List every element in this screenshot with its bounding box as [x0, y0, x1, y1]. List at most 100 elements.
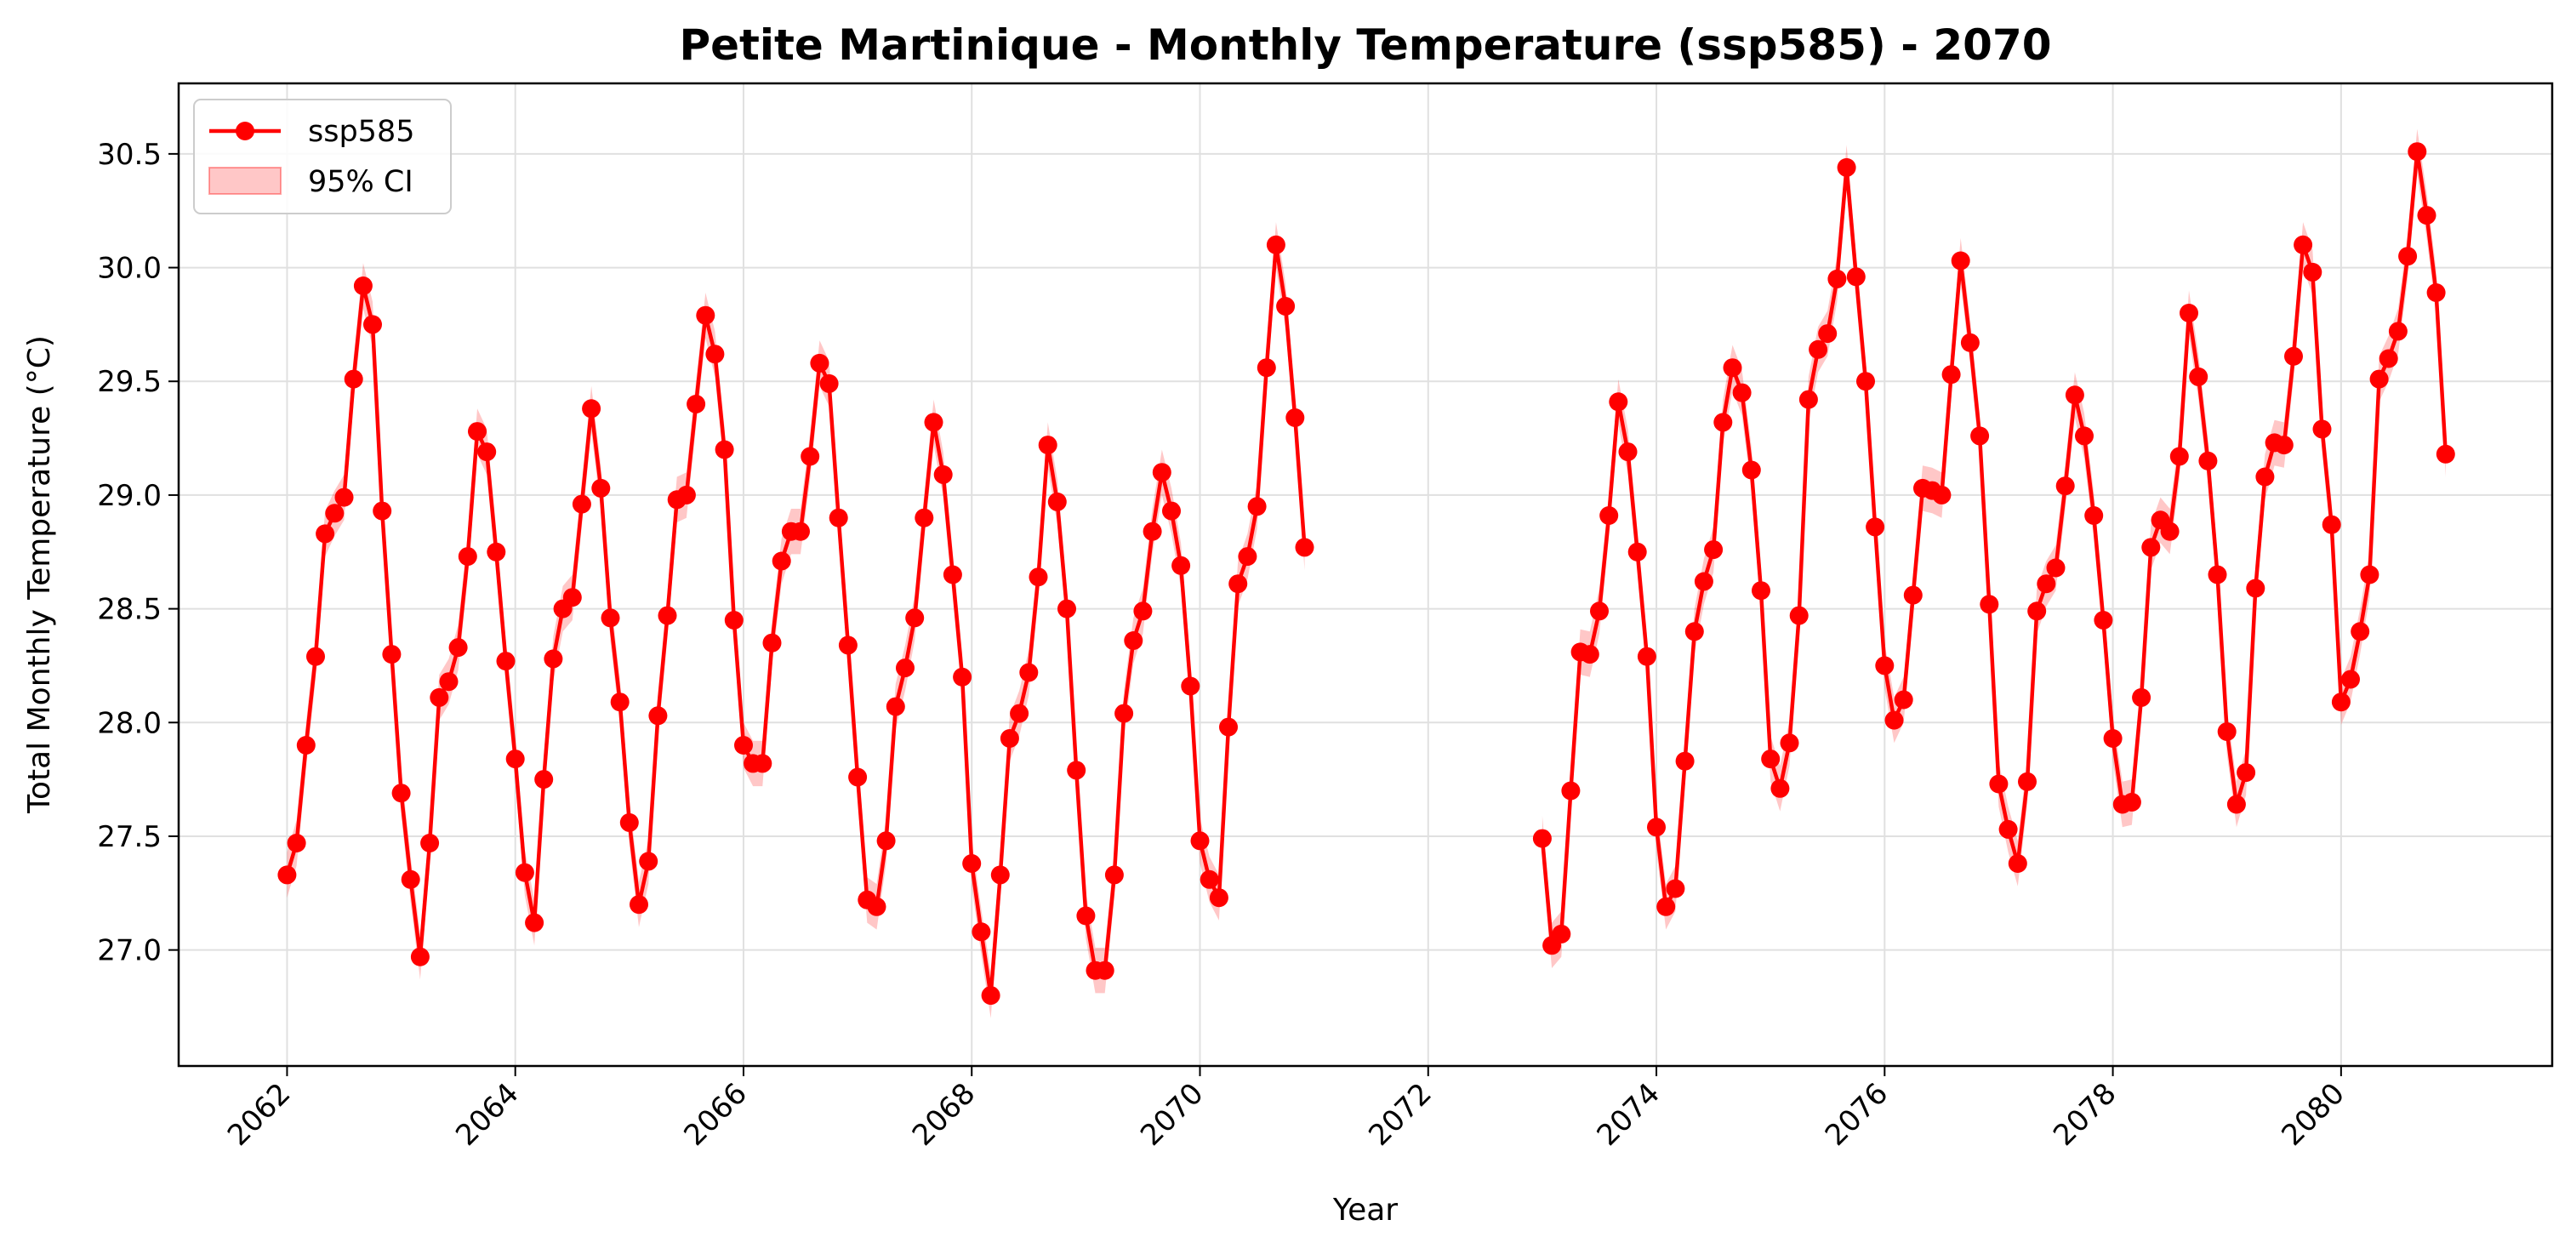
data-point	[2426, 283, 2446, 302]
data-point	[2369, 369, 2389, 389]
data-point	[1580, 645, 1599, 664]
data-point	[287, 834, 306, 852]
data-point	[810, 353, 829, 373]
data-point	[610, 693, 630, 712]
data-point	[2208, 565, 2227, 584]
data-point	[2388, 322, 2408, 341]
legend-ci-swatch	[208, 167, 282, 195]
data-point	[458, 547, 477, 567]
data-point	[838, 636, 858, 655]
data-point	[373, 501, 392, 521]
data-point	[1951, 251, 1970, 271]
data-point	[439, 672, 459, 692]
data-point	[2132, 687, 2151, 707]
chart-title: Petite Martinique - Monthly Temperature …	[679, 20, 2051, 70]
data-point	[2322, 515, 2341, 534]
data-point	[876, 831, 896, 851]
data-point	[1247, 497, 1267, 516]
data-point	[1627, 542, 1647, 561]
x-axis-label: Year	[1332, 1193, 1398, 1228]
data-point	[1171, 556, 1191, 575]
data-point	[2351, 622, 2370, 641]
data-point	[1000, 729, 1019, 748]
data-point	[1152, 463, 1171, 482]
y-axis: 27.0 27.5 28.0 28.5 29.0 29.5 30.0 30.5	[97, 138, 179, 968]
data-point	[1010, 704, 1029, 723]
data-point	[2255, 467, 2275, 487]
data-point	[1618, 442, 1638, 462]
data-point	[1732, 383, 1752, 402]
data-point	[382, 645, 402, 664]
data-point	[2084, 506, 2104, 525]
data-point	[1561, 781, 1581, 801]
y-tick-label: 30.5	[97, 138, 162, 172]
data-point	[2046, 558, 2066, 578]
data-point	[2436, 444, 2455, 464]
data-point	[1285, 408, 1305, 427]
data-point	[420, 834, 440, 852]
data-point	[981, 986, 1000, 1006]
data-point	[791, 522, 810, 541]
data-point	[2217, 722, 2237, 741]
data-point	[1675, 751, 1695, 771]
data-point	[2180, 304, 2198, 322]
data-point	[1019, 663, 1039, 682]
data-point	[1532, 829, 1552, 848]
data-point	[325, 504, 345, 523]
data-point	[1666, 879, 1685, 898]
data-point	[1809, 339, 1828, 359]
data-point	[1637, 647, 1656, 666]
data-point	[2274, 436, 2294, 455]
data-point	[487, 542, 506, 561]
data-point	[1067, 761, 1086, 780]
data-point	[1162, 501, 1181, 521]
data-point	[2018, 772, 2037, 791]
data-point	[1133, 601, 1153, 621]
data-point	[772, 551, 791, 571]
data-point	[2037, 574, 2056, 594]
y-tick-label: 28.5	[97, 593, 162, 627]
data-point	[1723, 358, 1742, 378]
data-point	[2408, 142, 2427, 162]
data-point	[2284, 346, 2303, 366]
data-point	[1219, 717, 1238, 737]
data-point	[430, 687, 449, 707]
data-point	[1599, 506, 1619, 525]
data-point	[1656, 897, 1676, 916]
data-point	[316, 524, 335, 544]
data-point	[715, 440, 734, 459]
data-point	[391, 784, 411, 803]
data-point	[687, 395, 706, 413]
data-point	[2160, 522, 2180, 541]
data-point	[1047, 492, 1067, 511]
data-point	[1846, 267, 1866, 287]
data-point	[1038, 436, 1057, 455]
data-point	[1980, 595, 1999, 614]
data-point	[2360, 565, 2379, 584]
data-point	[2094, 611, 2113, 630]
data-point	[2075, 426, 2094, 446]
data-point	[2398, 247, 2418, 266]
data-point	[619, 812, 639, 832]
data-point	[1684, 622, 1704, 641]
data-point	[1932, 485, 1952, 504]
data-point	[334, 487, 354, 507]
data-point	[2341, 670, 2360, 689]
data-point	[448, 638, 468, 658]
data-point	[1257, 358, 1276, 378]
data-point	[1752, 581, 1770, 601]
data-point	[601, 608, 620, 628]
data-point	[1856, 372, 1875, 391]
y-axis-label: Total Monthly Temperature (°C)	[22, 335, 57, 814]
data-point	[953, 667, 972, 687]
data-point	[990, 865, 1010, 885]
data-point	[676, 485, 696, 504]
data-point	[1741, 460, 1761, 480]
data-point	[1837, 157, 1856, 177]
data-point	[562, 588, 582, 607]
data-point	[639, 852, 658, 871]
data-point	[762, 633, 782, 653]
data-point	[1076, 906, 1096, 926]
data-point	[2055, 476, 2075, 496]
data-point	[1970, 426, 1990, 446]
